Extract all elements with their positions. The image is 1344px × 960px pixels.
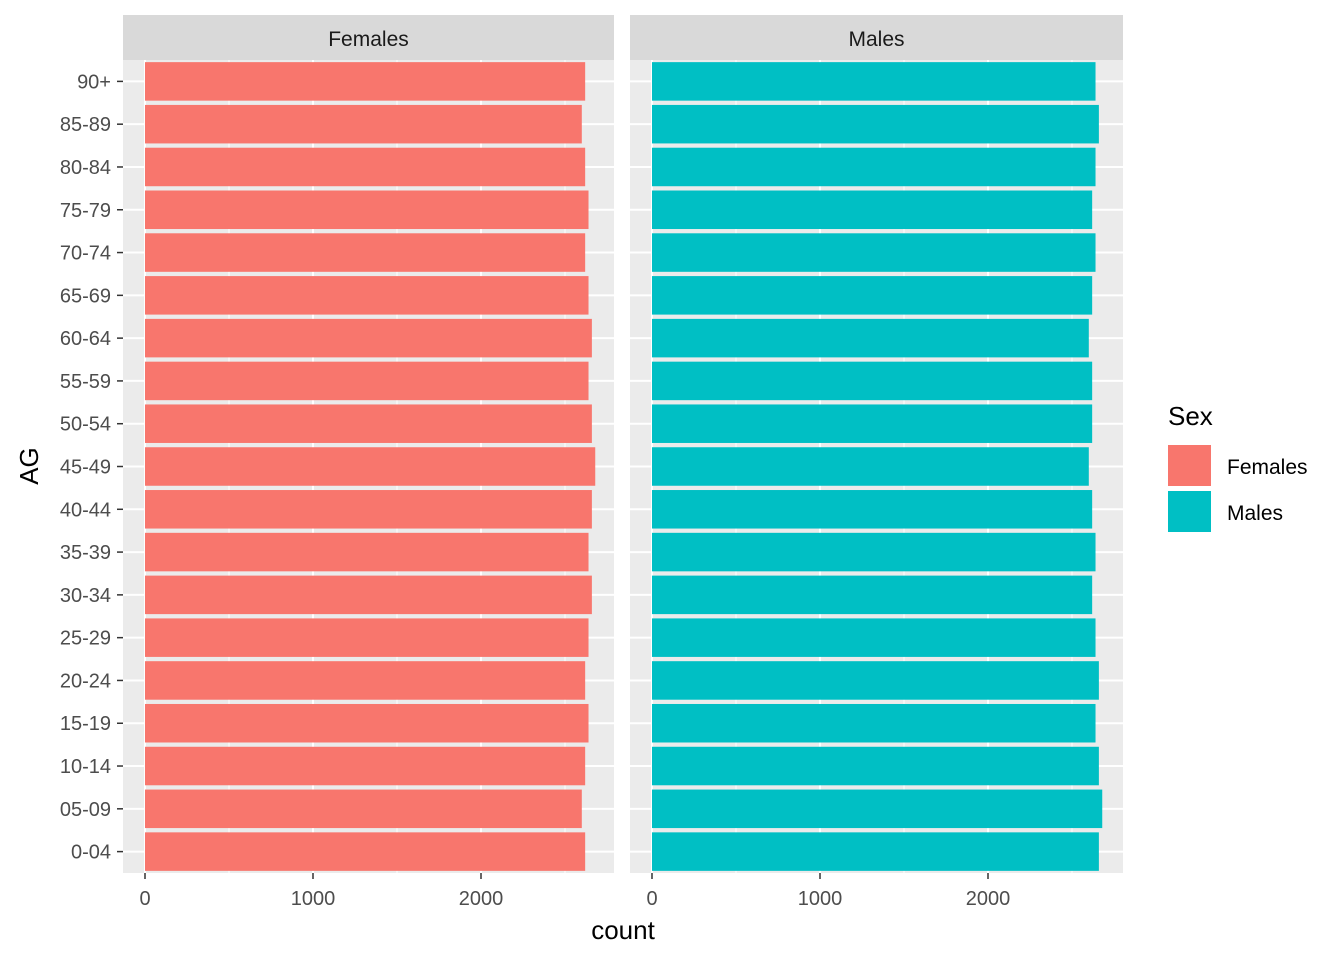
x-axis-title: count [591,915,655,945]
y-tick-label: 45-49 [60,457,111,479]
bar-males-15-19 [652,703,1096,743]
bar-females-50-54 [145,404,592,443]
bar-females-80-84 [145,147,586,187]
bar-females-60-64 [145,318,592,358]
bar-females-70-74 [145,233,586,272]
y-tick-label: 80-84 [60,157,111,179]
bar-females-40-44 [145,490,592,529]
y-tick-label: 90+ [77,71,111,93]
bar-males-55-59 [652,361,1093,401]
bar-females-30-34 [145,575,592,615]
bar-females-45-49 [145,447,596,486]
x-tick-label: 2000 [966,888,1011,910]
bar-females-15-19 [145,703,589,743]
bar-males-85-89 [652,104,1099,144]
bar-males-05-09 [652,789,1103,829]
bar-females-65-69 [145,276,589,315]
bar-males-40-44 [652,490,1093,529]
legend-swatch-males [1168,491,1211,532]
y-tick-label: 40-44 [60,499,111,521]
bar-males-45-49 [652,447,1089,486]
facet-strip-label-males: Males [848,28,904,51]
y-axis-title: AG [14,447,44,485]
bar-males-90+ [652,62,1096,101]
bar-females-90+ [145,62,586,101]
legend-title: Sex [1168,401,1213,431]
y-tick-label: 0-04 [71,842,111,864]
y-tick-label: 10-14 [60,756,111,778]
y-tick-label: 65-69 [60,285,111,307]
bar-males-10-14 [652,746,1099,786]
bar-males-20-24 [652,661,1099,700]
bar-males-25-29 [652,618,1096,657]
legend: Sex Females Males [1168,401,1308,532]
y-tick-label: 55-59 [60,371,111,393]
y-tick-label: 15-19 [60,713,111,735]
y-tick-label: 30-34 [60,585,111,607]
bar-females-20-24 [145,661,586,700]
y-tick-label: 35-39 [60,542,111,564]
bar-males-30-34 [652,575,1093,615]
bar-females-85-89 [145,104,582,144]
x-tick-label: 0 [139,888,150,910]
bar-males-75-79 [652,190,1093,230]
bar-males-0-04 [652,832,1099,871]
x-axis: 0 1000 2000 0 1000 2000 [139,873,1010,910]
x-tick-label: 1000 [798,888,843,910]
bar-males-65-69 [652,276,1093,315]
legend-label-males: Males [1227,502,1283,525]
bars-layer [145,62,1103,871]
bar-females-75-79 [145,190,589,230]
bar-females-25-29 [145,618,589,657]
bar-females-05-09 [145,789,582,829]
bar-males-35-39 [652,532,1096,572]
y-tick-label: 20-24 [60,670,111,692]
bar-females-0-04 [145,832,586,871]
y-tick-label: 70-74 [60,243,111,265]
bar-females-55-59 [145,361,589,401]
y-tick-label: 05-09 [60,799,111,821]
y-tick-label: 50-54 [60,414,111,436]
x-tick-label: 0 [646,888,657,910]
facet-strip-females [123,15,614,60]
bar-males-70-74 [652,233,1096,272]
facet-strip-label-females: Females [328,28,409,51]
y-axis: 0-04 05-09 10-14 15-19 20-24 25-29 30-34 35-39 4… [60,71,123,864]
y-tick-label: 60-64 [60,328,111,350]
legend-label-females: Females [1227,456,1308,479]
legend-swatch-females [1168,445,1211,486]
y-tick-label: 25-29 [60,628,111,650]
y-tick-label: 75-79 [60,200,111,222]
x-tick-label: 2000 [459,888,504,910]
bar-females-10-14 [145,746,586,786]
x-tick-label: 1000 [291,888,336,910]
bar-males-60-64 [652,318,1089,358]
bar-males-50-54 [652,404,1093,443]
bar-females-35-39 [145,532,589,572]
y-tick-label: 85-89 [60,114,111,136]
bar-males-80-84 [652,147,1096,187]
facet-strip-males [630,15,1123,60]
